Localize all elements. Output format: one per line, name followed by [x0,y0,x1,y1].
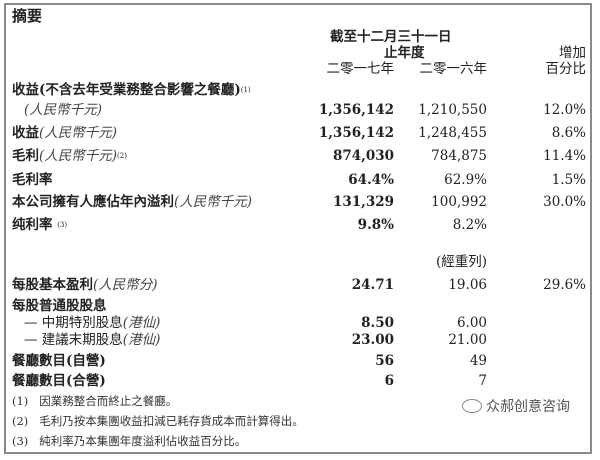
value-2017: 24.71 [351,277,394,293]
page-title: 摘要 [12,7,43,25]
row-unit: (人民幣千元) [24,102,103,118]
value-2016: 1,248,455 [418,125,487,141]
col-2017-header: 二零一七年 [326,61,395,77]
value-2016: 49 [469,353,487,369]
value-2017: 56 [375,353,394,369]
row-label: 每股基本盈利(人民幣分) [12,277,158,293]
row-label: 毛利(人民幣千元)(2) [12,148,127,164]
footnote-3: (3) 純利率乃本集團年度溢利佔收益百分比。 [12,434,247,448]
col-2016-header: 二零一六年 [419,61,488,77]
row-label: 餐廳數目(自營) [12,353,106,369]
value-change: 29.6% [543,277,586,293]
value-2017: 1,356,142 [318,125,394,141]
value-change: 8.6% [551,125,586,141]
row-label: 收益(不含去年受業務整合影響之餐廳)(1) [12,82,251,98]
row-label: — 建議末期股息(港仙) [24,332,161,348]
value-2017: 1,356,142 [318,102,394,118]
value-2016: 6.00 [456,315,487,331]
value-2016: 21.00 [448,332,487,348]
value-2017: 23.00 [351,332,394,348]
value-2016: 100,992 [431,194,487,210]
value-change: 11.4% [543,148,586,164]
restated-note: (經重列) [435,254,487,270]
value-change: 30.0% [543,194,586,210]
watermark-text: 众郝创意咨询 [486,399,570,415]
value-2017: 131,329 [332,194,394,210]
value-2016: 19.06 [448,277,487,293]
value-change: 1.5% [551,172,586,188]
row-label: 纯利率 (3) [12,217,68,233]
value-2017: 64.4% [348,172,394,188]
period-header-line1: 截至十二月三十一日 [330,29,452,45]
period-header-line2: 止年度 [384,45,425,61]
value-change: 12.0% [543,102,586,118]
wechat-icon [462,399,482,413]
row-label: 本公司擁有人應佔年內溢利(人民幣千元) [12,194,253,210]
change-header-line1: 增加 [559,45,586,61]
value-2016: 784,875 [431,148,487,164]
footnote-1: (1) 因業務整合而終止之餐廳。 [12,394,178,408]
frame-border [4,3,592,454]
row-label: — 中期特別股息(港仙) [24,315,161,331]
footnote-2: (2) 毛利乃按本集團收益扣減已耗存貨成本而計算得出。 [12,414,304,428]
change-header-line2: 百分比 [545,61,587,77]
row-label: 每股普通股股息 [12,298,107,314]
row-label: 毛利率 [12,172,53,188]
watermark: 众郝创意咨询 [462,396,570,416]
row-label: 餐廳數目(合營) [12,373,106,389]
value-2017: 9.8% [357,217,394,233]
value-2017: 874,030 [332,148,394,164]
value-2016: 62.9% [444,172,487,188]
value-2016: 7 [478,373,487,389]
value-2016: 8.2% [452,217,487,233]
value-2017: 6 [384,373,394,389]
row-label: 收益(人民幣千元) [12,125,118,141]
value-2016: 1,210,550 [418,102,487,118]
value-2017: 8.50 [361,315,394,331]
